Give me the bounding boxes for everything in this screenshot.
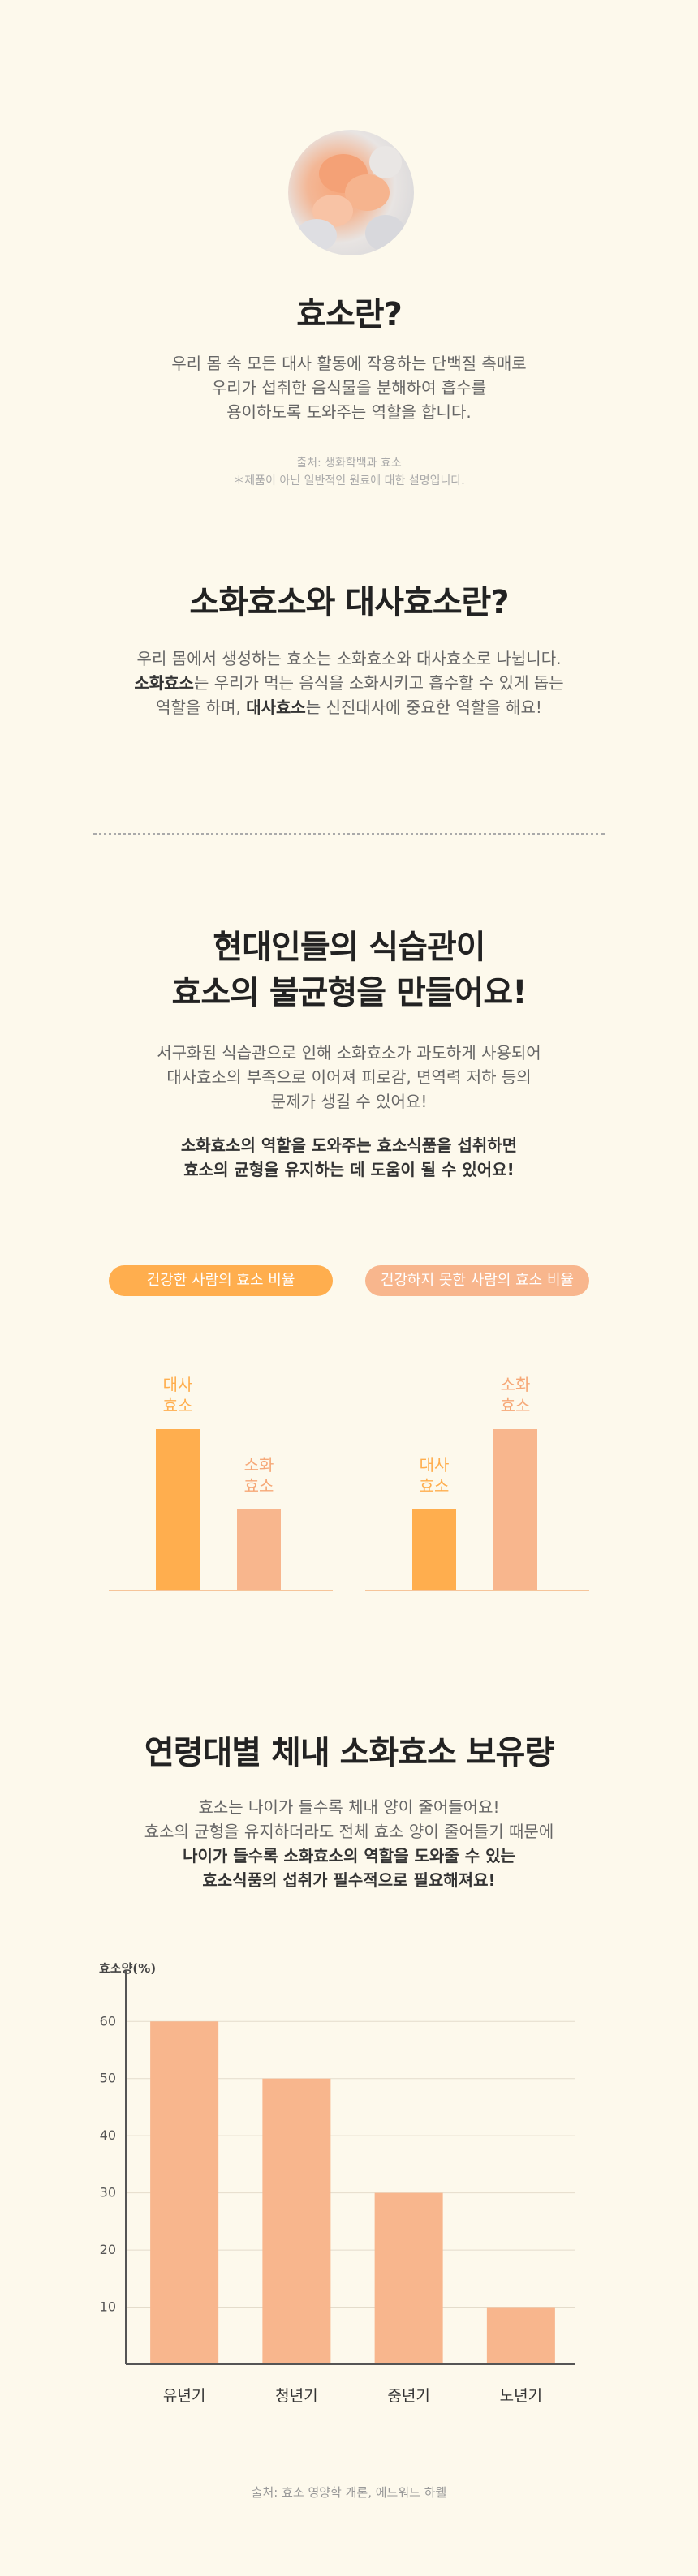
unhealthy-metabolic-label: 대사 효소 [407, 1454, 461, 1496]
section1-desc-line: 우리가 섭취한 음식물을 분해하여 흡수를 [211, 378, 487, 397]
section4-source: 출처: 효소 영양학 개론, 에드워드 하웰 [251, 2485, 447, 2500]
section3-bold-line: 효소의 균형을 유지하는 데 도움이 될 수 있어요! [183, 1160, 515, 1179]
healthy-digestive-bar [237, 1509, 281, 1590]
unhealthy-chart-baseline [365, 1590, 589, 1591]
y-tick-label: 60 [100, 2013, 116, 2029]
metabolic-enzyme-term: 대사효소 [246, 698, 306, 717]
label-line: 소화 [243, 1455, 274, 1475]
label-line: 대사 [162, 1375, 193, 1394]
y-tick-label: 30 [100, 2185, 116, 2200]
healthy-metabolic-label: 대사 효소 [151, 1374, 205, 1416]
age-bar [486, 2307, 555, 2364]
x-tick-label: 청년기 [275, 2387, 317, 2405]
label-line: 효소 [419, 1476, 450, 1496]
age-bar [262, 2078, 331, 2364]
section1-desc-line: 용이하도록 도와주는 역할을 합니다. [226, 402, 472, 422]
section2-line3-pre: 역할을 하며, [156, 698, 247, 717]
age-bar [150, 2021, 219, 2364]
section1-source: 출처: 생화학백과 효소 ＊제품이 아닌 일반적인 원료에 대한 설명입니다. [0, 454, 698, 490]
label-line: 대사 [419, 1455, 450, 1475]
section3-title-line: 효소의 불균형을 만들어요! [171, 974, 528, 1011]
section2-line1: 우리 몸에서 생성하는 효소는 소화효소와 대사효소로 나뉩니다. [136, 649, 562, 668]
section2-line2: 소화효소는 우리가 먹는 음식을 소화시키고 흡수할 수 있게 돕는 [0, 671, 698, 695]
age-bar [374, 2192, 443, 2364]
section2-line2-rest: 는 우리가 먹는 음식을 소화시키고 흡수할 수 있게 돕는 [193, 673, 564, 693]
section3-description: 서구화된 식습관으로 인해 소화효소가 과도하게 사용되어 대사효소의 부족으로… [0, 1041, 698, 1114]
x-tick-label: 노년기 [500, 2387, 542, 2405]
healthy-metabolic-bar [156, 1429, 200, 1590]
unhealthy-digestive-bar [493, 1429, 537, 1590]
section3-desc-line: 대사효소의 부족으로 이어져 피로감, 면역력 저하 등의 [166, 1067, 532, 1087]
section2-line3-rest: 는 신진대사에 중요한 역할을 해요! [305, 698, 542, 717]
section3-title-line: 현대인들의 식습관이 [213, 929, 485, 966]
section1-description: 우리 몸 속 모든 대사 활동에 작용하는 단백질 촉매로 우리가 섭취한 음식… [0, 351, 698, 424]
healthy-ratio-label: 건강한 사람의 효소 비율 [109, 1265, 333, 1296]
label-line: 소화 [500, 1375, 531, 1394]
unhealthy-ratio-label: 건강하지 못한 사람의 효소 비율 [365, 1265, 589, 1296]
section3-desc-line: 서구화된 식습관으로 인해 소화효소가 과도하게 사용되어 [157, 1043, 541, 1063]
healthy-chart-baseline [109, 1590, 333, 1591]
unhealthy-metabolic-bar [412, 1509, 456, 1590]
x-tick-label: 유년기 [163, 2387, 205, 2405]
section4-desc-line: 효소는 나이가 들수록 체내 양이 줄어들어요! [198, 1797, 500, 1817]
section4-bold-line: 나이가 들수록 소화효소의 역할을 도와줄 수 있는 [183, 1846, 515, 1865]
y-tick-label: 40 [100, 2127, 116, 2143]
age-chart-ylabel: 효소양(%) [99, 1961, 157, 1976]
label-line: 효소 [500, 1396, 531, 1415]
source-text: 출처: 생화학백과 효소 [296, 457, 402, 470]
section3-emphasis: 소화효소의 역할을 도와주는 효소식품을 섭취하면 효소의 균형을 유지하는 데… [0, 1133, 698, 1182]
section4-desc-line: 효소의 균형을 유지하더라도 전체 효소 양이 줄어들기 때문에 [144, 1822, 554, 1841]
healthy-digestive-label: 소화 효소 [232, 1454, 286, 1496]
section4-title: 연령대별 체내 소화효소 보유량 [144, 1734, 554, 1771]
note-text: ＊제품이 아닌 일반적인 원료에 대한 설명입니다. [233, 474, 465, 487]
section2-description: 우리 몸에서 생성하는 효소는 소화효소와 대사효소로 나뉩니다. 소화효소는 … [0, 646, 698, 719]
unhealthy-digestive-label: 소화 효소 [489, 1374, 542, 1416]
section4-description: 효소는 나이가 들수록 체내 양이 줄어들어요! 효소의 균형을 유지하더라도 … [0, 1795, 698, 1892]
y-tick-label: 20 [100, 2242, 116, 2257]
label-line: 효소 [162, 1396, 193, 1415]
y-tick-label: 10 [100, 2299, 116, 2315]
section3-bold-line: 소화효소의 역할을 도와주는 효소식품을 섭취하면 [180, 1136, 518, 1155]
section3-title: 현대인들의 식습관이 효소의 불균형을 만들어요! [0, 925, 698, 1015]
section2-title: 소화효소와 대사효소란? [189, 584, 509, 621]
section1-title: 효소란? [296, 296, 403, 333]
label-line: 효소 [243, 1476, 274, 1496]
section3-desc-line: 문제가 생길 수 있어요! [270, 1092, 428, 1111]
section4-bold-line: 효소식품의 섭취가 필수적으로 필요해져요! [202, 1870, 496, 1890]
enzyme-hero-image [288, 130, 414, 255]
section1-desc-line: 우리 몸 속 모든 대사 활동에 작용하는 단백질 촉매로 [171, 354, 527, 373]
x-tick-label: 중년기 [387, 2387, 429, 2405]
section2-line3: 역할을 하며, 대사효소는 신진대사에 중요한 역할을 해요! [0, 695, 698, 719]
dotted-divider [93, 833, 605, 835]
y-tick-label: 50 [100, 2071, 116, 2086]
digestive-enzyme-term: 소화효소 [134, 673, 194, 693]
